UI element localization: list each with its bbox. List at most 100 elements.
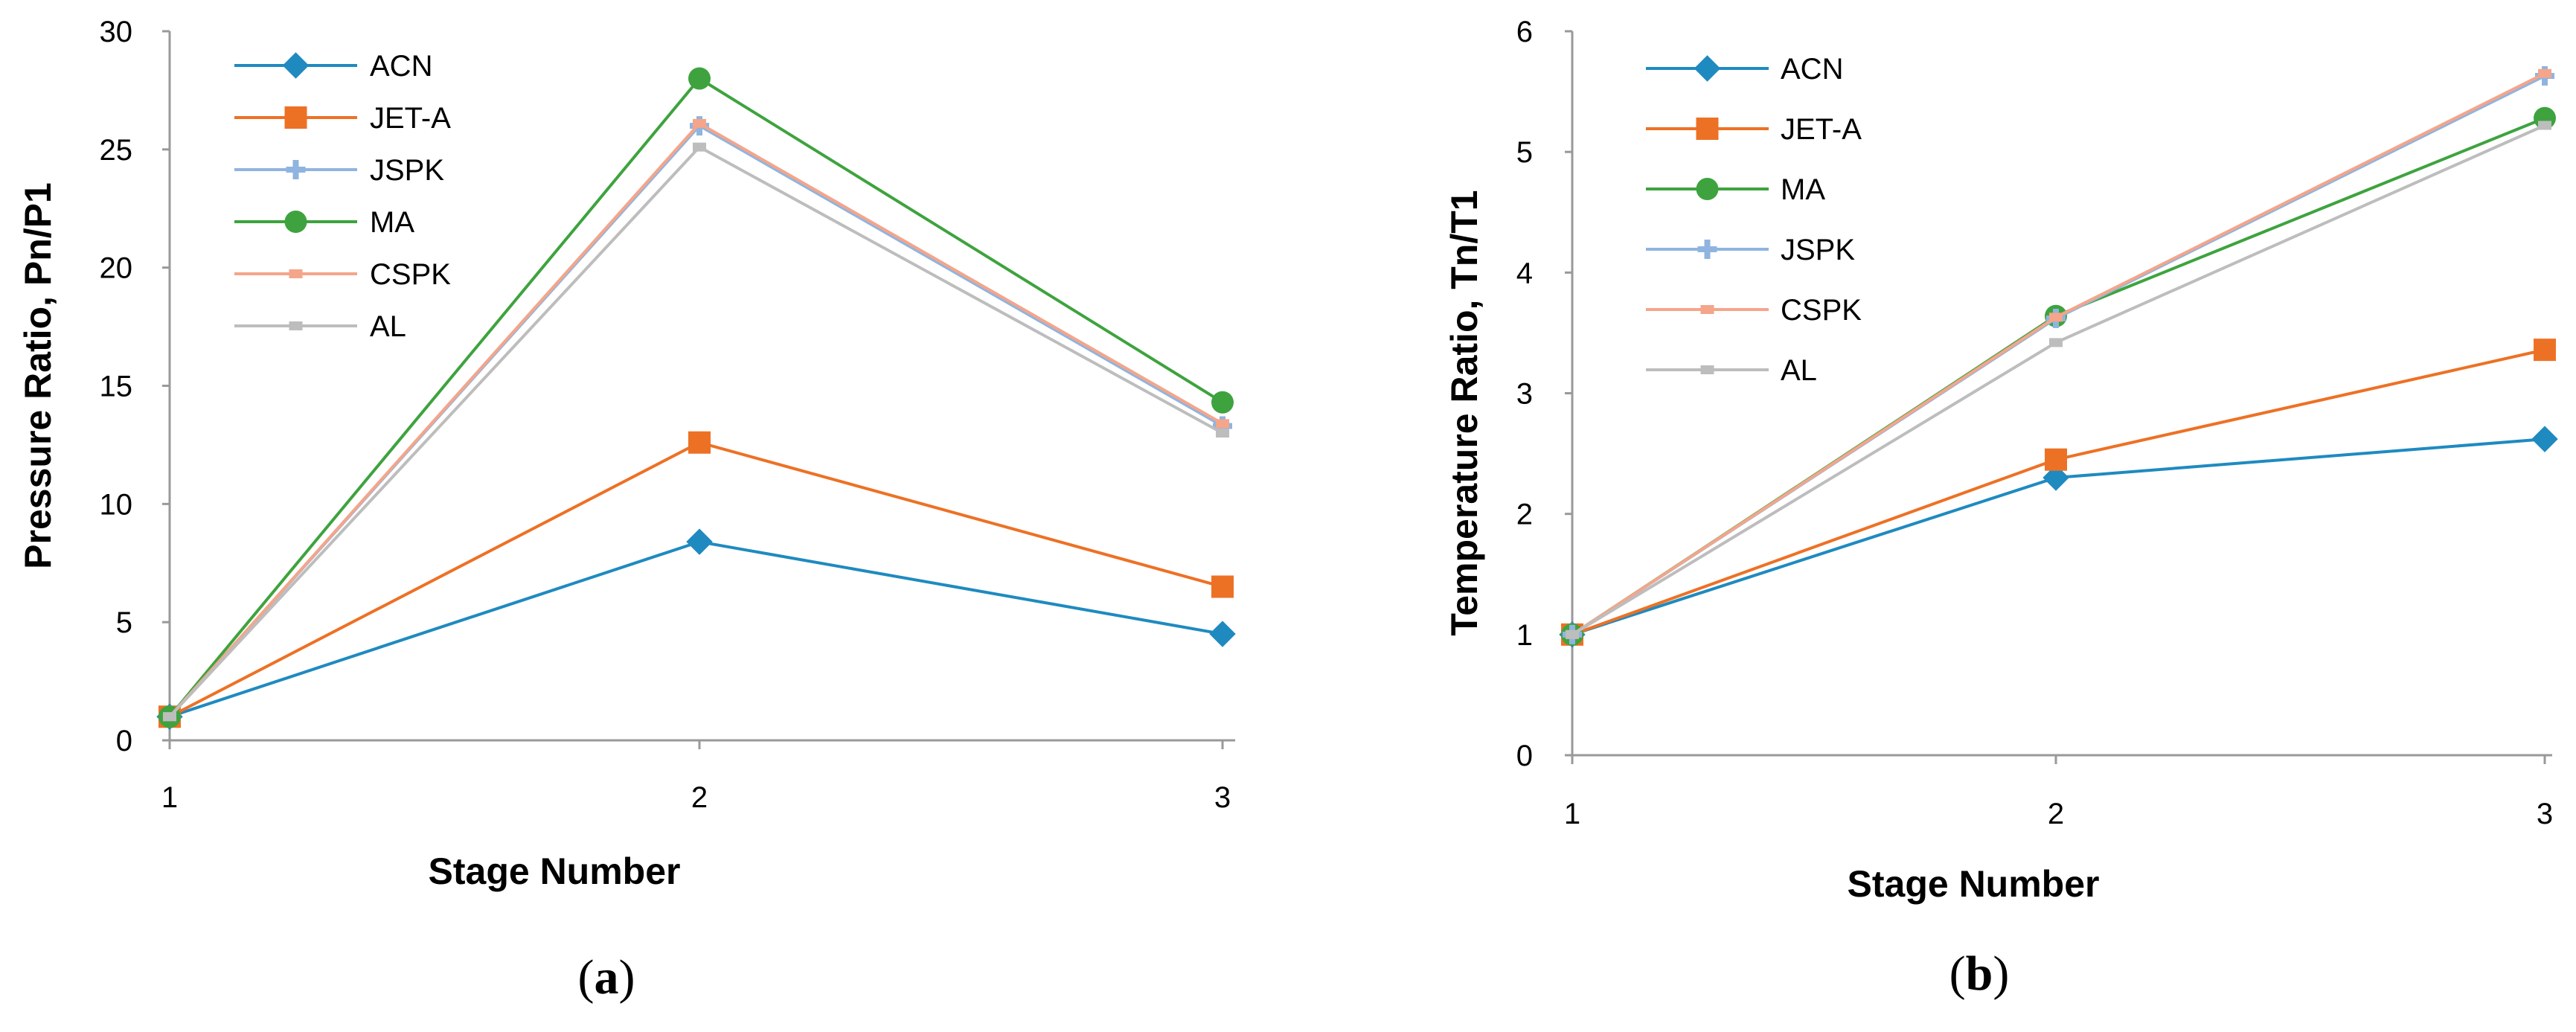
- legend-item-acn: ACN: [234, 50, 432, 83]
- series-jspk: [160, 116, 1232, 727]
- x-tick-label: 3: [2537, 798, 2553, 830]
- marker-al-2: [2538, 121, 2551, 130]
- series-line-jspk: [168, 124, 1223, 718]
- legend-item-jspk: JSPK: [1646, 234, 1855, 266]
- marker-acn-2: [1209, 621, 1236, 647]
- panel-label: (a): [578, 950, 635, 1004]
- legend-label: JET-A: [370, 102, 451, 135]
- legend-label: JSPK: [1781, 234, 1855, 266]
- y-tick-label: 4: [1516, 257, 1533, 289]
- legend-item-cspk: CSPK: [1646, 294, 1862, 327]
- series-line-jspk: [1571, 74, 2545, 636]
- y-tick-label: 30: [100, 16, 133, 48]
- marker-acn-1: [686, 528, 713, 555]
- series-acn: [156, 528, 1236, 730]
- y-tick-label: 15: [100, 371, 133, 403]
- y-tick-label: 5: [116, 606, 132, 639]
- legend-label: AL: [1781, 354, 1817, 387]
- marker-al-0: [163, 712, 176, 722]
- series-line-ma: [1571, 116, 2545, 636]
- y-axis-title: Pressure Ratio, Pn/P1: [17, 182, 59, 569]
- marker-al-legend: [289, 321, 303, 330]
- marker-al-2: [1216, 429, 1229, 438]
- y-axis-title: Temperature Ratio, Tn/T1: [1444, 190, 1485, 635]
- series-cspk: [163, 118, 1229, 722]
- series-al: [163, 142, 1229, 722]
- marker-ma-legend: [1696, 178, 1719, 200]
- x-tick-label: 3: [1214, 781, 1231, 814]
- marker-cspk-legend: [1700, 305, 1714, 314]
- legend-item-acn: ACN: [1646, 53, 1843, 86]
- y-tick-label: 3: [1516, 378, 1533, 411]
- marker-cspk-1: [693, 118, 706, 128]
- y-tick-label: 10: [100, 488, 133, 521]
- series-ma: [158, 67, 1234, 728]
- y-tick-label: 2: [1516, 499, 1533, 531]
- series-line-cspk: [1571, 71, 2545, 636]
- series-jspk: [1563, 66, 2554, 644]
- marker-al-legend: [1700, 365, 1714, 374]
- legend-item-cspk: CSPK: [234, 258, 451, 291]
- series-line-cspk: [168, 121, 1223, 718]
- x-tick-label: 1: [1564, 798, 1580, 830]
- marker-ma-2: [1211, 391, 1234, 414]
- y-tick-label: 25: [100, 134, 133, 167]
- legend-item-al: AL: [1646, 354, 1817, 387]
- x-axis-title: Stage Number: [429, 850, 681, 892]
- y-tick-label: 0: [116, 725, 132, 757]
- marker-al-0: [1566, 629, 1579, 639]
- marker-acn-2: [2531, 426, 2558, 452]
- legend-item-jspk: JSPK: [234, 154, 444, 187]
- series-line-ma: [168, 76, 1224, 718]
- series-jet-a: [158, 431, 1234, 728]
- series-cspk: [1566, 68, 2551, 639]
- marker-jspk-legend: [1697, 240, 1717, 259]
- legend-label: CSPK: [370, 258, 451, 291]
- legend-label: ACN: [1781, 53, 1843, 86]
- marker-cspk-2: [2538, 68, 2551, 78]
- marker-acn-1: [2042, 464, 2069, 491]
- y-tick-label: 6: [1516, 16, 1533, 48]
- legend: ACN JET-A MA JSPK CSPK AL: [1646, 53, 1862, 387]
- series-al: [1566, 121, 2551, 639]
- series-line-jet-a: [1571, 348, 2545, 636]
- marker-ma-1: [688, 67, 711, 90]
- marker-jet-a-2: [2534, 339, 2556, 362]
- legend-item-jet-a: JET-A: [1646, 113, 1862, 146]
- series-line-acn: [169, 540, 1223, 719]
- marker-acn-legend: [282, 52, 310, 79]
- x-tick-label: 2: [2048, 798, 2064, 830]
- marker-jet-a-2: [1211, 575, 1234, 598]
- legend-label: JSPK: [370, 154, 444, 187]
- y-tick-label: 20: [100, 252, 133, 285]
- marker-al-1: [2049, 338, 2063, 347]
- series-jet-a: [1561, 339, 2556, 646]
- marker-jet-a-1: [2045, 448, 2067, 471]
- marker-jet-a-legend: [284, 106, 307, 129]
- chart-panel-b: Temperature Ratio, Tn/T1 Stage Number (b…: [1444, 16, 2558, 1001]
- legend-item-ma: MA: [234, 206, 414, 239]
- legend-label: JET-A: [1781, 113, 1862, 146]
- marker-acn-legend: [1694, 55, 1721, 82]
- x-tick-label: 1: [161, 781, 178, 814]
- legend: ACN JET-A JSPK MA CSPK AL: [234, 50, 451, 343]
- x-axis-title: Stage Number: [1848, 863, 2100, 905]
- marker-cspk-legend: [289, 269, 303, 278]
- y-tick-label: 5: [1516, 136, 1533, 169]
- legend-item-ma: MA: [1646, 173, 1825, 206]
- chart-panel-a: Pressure Ratio, Pn/P1 Stage Number (a) 0…: [17, 16, 1236, 1004]
- marker-cspk-1: [2049, 313, 2063, 322]
- legend-label: CSPK: [1781, 294, 1862, 327]
- legend-label: ACN: [370, 50, 432, 83]
- marker-jet-a-legend: [1696, 118, 1719, 140]
- marker-jet-a-1: [688, 431, 711, 454]
- y-tick-label: 1: [1516, 619, 1533, 652]
- marker-jspk-legend: [286, 160, 306, 179]
- y-tick-label: 0: [1516, 740, 1533, 772]
- legend-item-al: AL: [234, 310, 406, 343]
- panel-label: (b): [1949, 946, 2010, 1001]
- legend-label: MA: [370, 206, 414, 239]
- x-tick-label: 2: [691, 781, 708, 814]
- marker-cspk-2: [1216, 419, 1229, 429]
